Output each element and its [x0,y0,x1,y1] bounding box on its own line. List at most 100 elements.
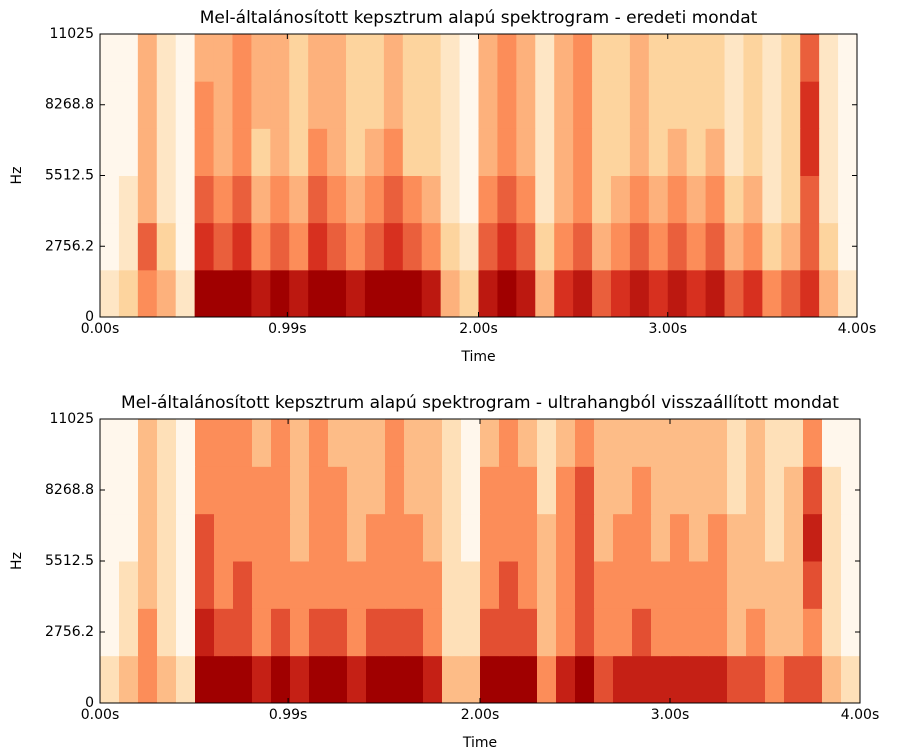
cell [119,466,139,515]
cell [781,34,801,82]
cell [594,561,614,609]
cell [800,128,820,176]
cell [138,466,158,515]
cell [762,81,782,129]
cell [629,81,650,129]
cell [705,222,726,271]
cell [423,561,443,609]
cell [138,419,158,467]
cell [573,175,593,224]
cell [651,513,671,562]
cell [100,269,120,318]
cell [366,419,386,467]
cell [765,513,785,562]
cell [705,269,726,318]
cell [423,513,443,562]
x-axis-label: Time [460,349,495,365]
chart-title: Mel-általánosított kepsztrum alapú spekt… [121,393,839,413]
cell [648,34,669,82]
cell [478,269,498,318]
cell [251,34,271,82]
cell [194,81,215,129]
cell [383,175,404,224]
cell [156,128,177,176]
cell [535,222,555,271]
cell [610,269,631,318]
cell [516,175,536,224]
cell [459,269,479,318]
cell [402,81,423,129]
cell [518,513,538,562]
cell [308,34,328,82]
cell [765,655,785,704]
cell [346,175,366,224]
heatmap-cells [100,34,858,318]
cell [157,655,177,704]
cell [270,34,290,82]
cell [727,466,747,515]
cell [309,513,329,562]
cell [328,608,348,657]
cell [118,175,139,224]
cell [383,269,404,318]
cell [686,269,707,318]
cell [290,419,310,467]
cell [765,419,785,467]
cell [573,81,593,129]
cell [404,466,424,515]
cell [423,419,443,467]
cell [762,128,782,176]
cell [289,222,309,271]
chart-title: Mel-általánosított kepsztrum alapú spekt… [200,8,758,28]
cell [138,608,158,657]
cell [575,608,595,657]
cell [364,81,385,129]
cell [727,561,747,609]
cell [670,561,690,609]
cell [478,175,498,224]
cell [346,34,366,82]
cell [175,269,196,318]
cell [727,419,747,467]
cell [404,513,424,562]
y-tick-label: 0 [85,309,94,325]
cell [610,175,631,224]
cell [157,466,177,515]
y-tick-label: 0 [85,695,94,711]
cell [573,222,593,271]
cell [290,513,310,562]
cell [686,175,707,224]
cell [499,608,519,657]
cell [308,222,328,271]
cell [708,655,728,704]
x-tick-label: 4.00s [838,321,876,337]
cell [819,81,839,129]
cell [364,34,385,82]
cell [765,466,785,515]
cell [743,34,763,82]
cell [497,269,517,318]
cell [100,34,120,82]
cell [402,128,423,176]
cell [346,81,366,129]
cell [404,655,424,704]
cell [822,608,842,657]
cell [819,269,839,318]
cell [629,222,650,271]
cell [385,513,405,562]
cell [724,175,744,224]
y-tick-label: 11025 [49,26,94,42]
cell [364,222,385,271]
cell [328,513,348,562]
cell [516,81,536,129]
cell [194,269,215,318]
cell [100,561,120,609]
cell [364,269,385,318]
cell [289,269,309,318]
cell [727,513,747,562]
cell [651,655,671,704]
cell [270,175,290,224]
cell [838,81,858,129]
cell [689,466,709,515]
cell [819,222,839,271]
